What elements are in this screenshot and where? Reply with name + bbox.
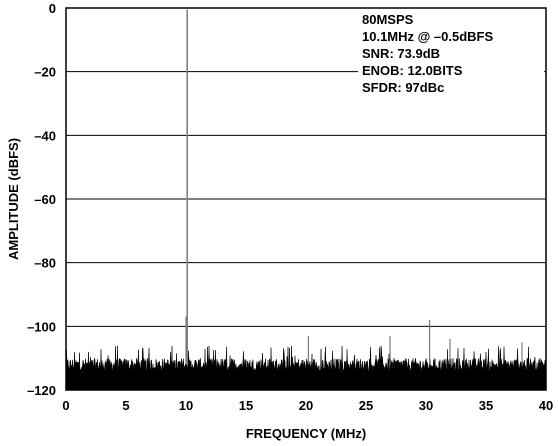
x-tick-label: 0 [62,398,69,413]
plot-frame [65,7,547,391]
y-tick-labels: 0 –20 –40 –60 –80 –100 –120 [27,1,56,398]
annotation-line: SNR: 73.9dB [362,46,440,61]
x-tick-label: 5 [122,398,129,413]
x-tick-label: 10 [179,398,193,413]
y-tick-label: –20 [34,65,56,80]
x-tick-label: 35 [479,398,493,413]
annotation-background [358,10,544,102]
annotation-line: ENOB: 12.0BITS [362,63,463,78]
x-tick-label: 20 [299,398,313,413]
y-tick-label: –40 [34,128,56,143]
annotation-line: 10.1MHz @ –0.5dBFS [362,29,493,44]
spur-series [185,9,523,365]
y-tick-label: –60 [34,192,56,207]
x-tick-label: 25 [359,398,373,413]
y-tick-label: –120 [27,383,56,398]
y-tick-label: –80 [34,256,56,271]
annotation-block: 80MSPS 10.1MHz @ –0.5dBFS SNR: 73.9dB ENOB:… [358,10,544,102]
x-tick-label: 40 [539,398,553,413]
noise-floor-series [65,345,547,391]
y-axis-title: AMPLITUDE (dBFS) [6,138,21,260]
annotation-line: 80MSPS [362,12,414,27]
x-tick-labels: 0 5 10 15 20 25 30 35 40 [62,398,553,413]
x-tick-label: 15 [239,398,253,413]
noise-floor [65,345,547,391]
x-axis-title: FREQUENCY (MHz) [246,426,366,441]
x-tick-label: 30 [419,398,433,413]
y-tick-label: –100 [27,319,56,334]
annotation-line: SFDR: 97dBc [362,80,444,95]
y-tick-label: 0 [49,1,56,16]
